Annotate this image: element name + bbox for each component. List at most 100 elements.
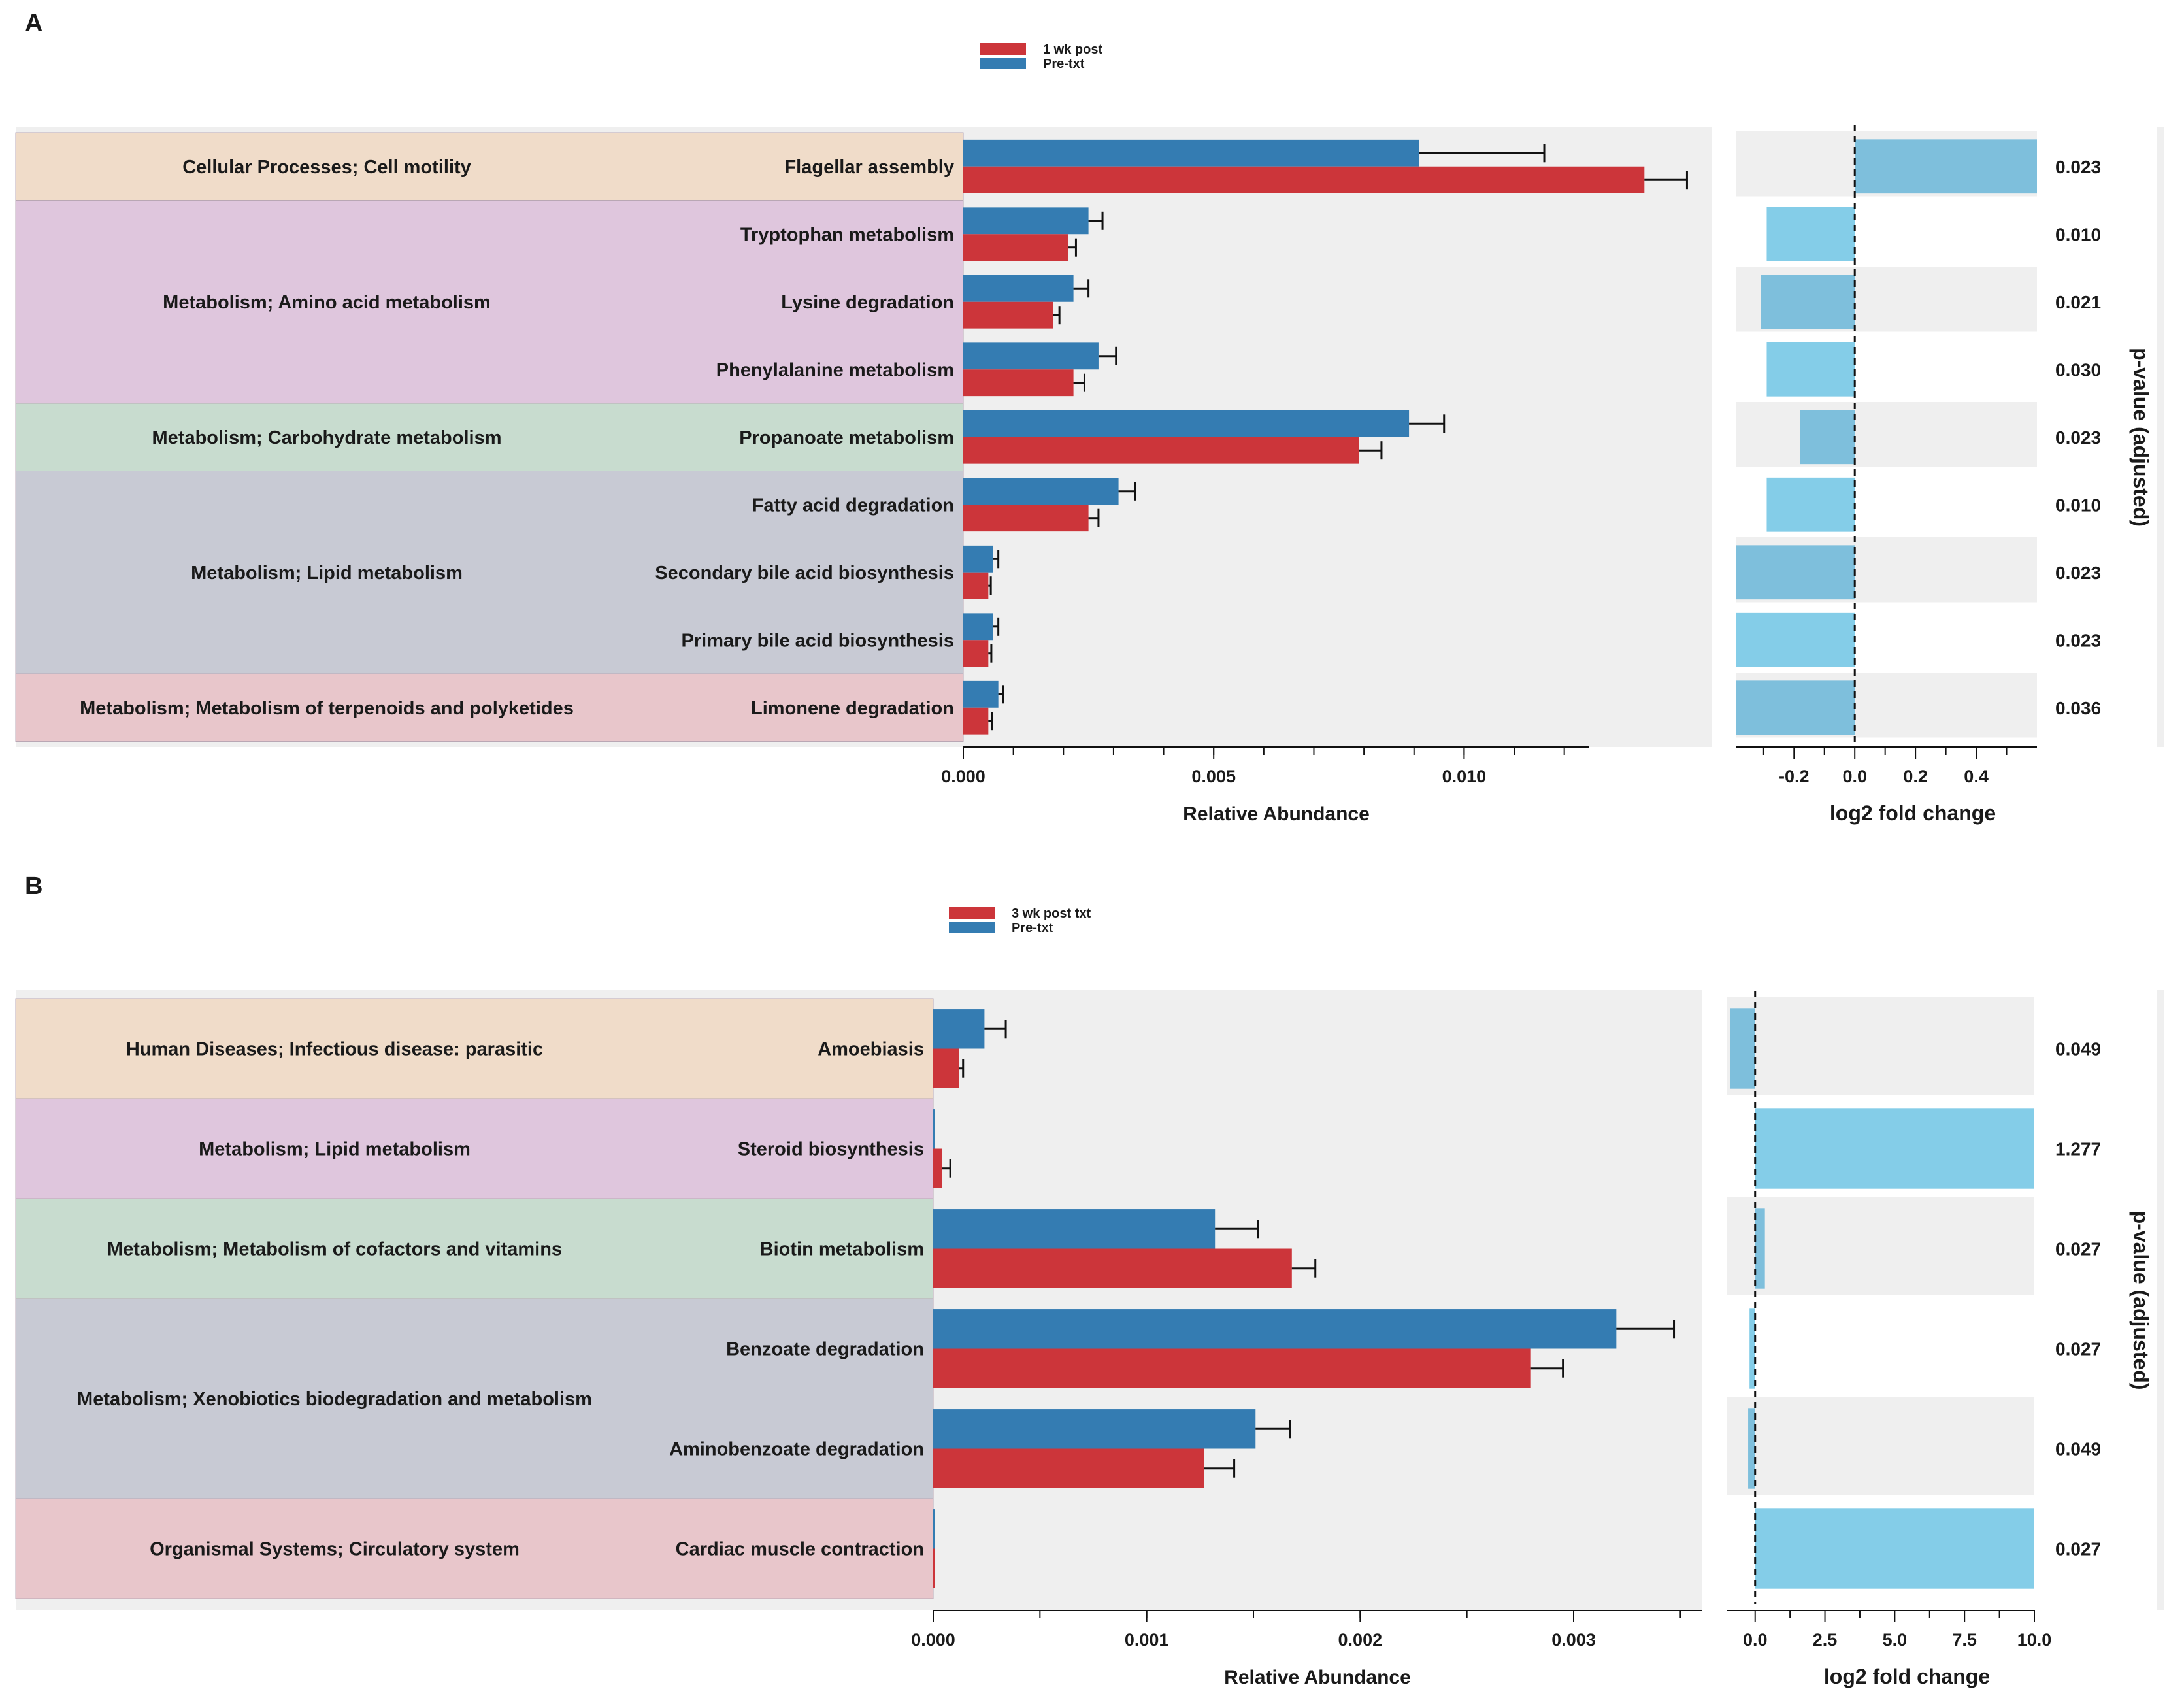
- fold-change-bar: [1755, 1108, 2034, 1189]
- p-value-label: 0.030: [2055, 359, 2101, 380]
- category-label: Metabolism; Xenobiotics biodegradation a…: [77, 1389, 592, 1410]
- row-label: Benzoate degradation: [726, 1339, 924, 1360]
- p-value-label: 0.027: [2055, 1339, 2101, 1359]
- row-label: Limonene degradation: [751, 698, 954, 719]
- bar: [933, 1148, 942, 1188]
- fold-change-bar: [1800, 410, 1855, 465]
- x-tick-label: 0.003: [1551, 1630, 1596, 1650]
- row-label: Phenylalanine metabolism: [716, 359, 954, 380]
- p-value-label: 0.049: [2055, 1439, 2101, 1459]
- legend-swatch: [980, 58, 1026, 69]
- category-label: Metabolism; Amino acid metabolism: [163, 292, 491, 313]
- bar: [933, 1348, 1531, 1388]
- x-tick-label: 0.000: [911, 1630, 955, 1650]
- fold-change-bar: [1766, 342, 1855, 397]
- legend-label: Pre-txt: [1043, 57, 1085, 71]
- x-axis-title: Relative Abundance: [1224, 1667, 1411, 1688]
- panel-label: A: [25, 10, 42, 37]
- fold-change-bar: [1766, 207, 1855, 261]
- bar: [933, 1548, 935, 1588]
- p-value-label: 0.027: [2055, 1239, 2101, 1259]
- row-label: Flagellar assembly: [784, 157, 954, 178]
- bar: [963, 166, 1645, 193]
- bar: [963, 707, 989, 735]
- fold-change-row-background: [1727, 1397, 2034, 1495]
- category-label: Human Diseases; Infectious disease: para…: [126, 1039, 543, 1060]
- x-axis-title: Relative Abundance: [1183, 803, 1370, 825]
- p-value-label: 0.010: [2055, 495, 2101, 515]
- p-value-label: 1.277: [2055, 1139, 2101, 1159]
- fold-change-row-background: [1727, 997, 2034, 1095]
- bar: [963, 275, 1074, 302]
- bar: [963, 207, 1089, 235]
- category-band: [15, 998, 934, 1099]
- p-value-label: 0.010: [2055, 224, 2101, 244]
- fold-change-bar: [1730, 1008, 1755, 1089]
- row-label: Tryptophan metabolism: [740, 224, 954, 245]
- fold-change-bar: [1749, 1308, 1755, 1389]
- legend-label: Pre-txt: [1012, 921, 1053, 935]
- fold-change-tick-label: 7.5: [1952, 1630, 1977, 1650]
- fold-change-tick-label: 2.5: [1813, 1630, 1838, 1650]
- fold-change-bar: [1736, 545, 1855, 600]
- bar: [963, 640, 989, 667]
- bar: [933, 1048, 959, 1088]
- x-tick-label: 0.002: [1338, 1630, 1383, 1650]
- category-band: [15, 132, 964, 201]
- bar: [963, 301, 1053, 329]
- x-tick-label: 0.000: [941, 767, 985, 786]
- bar: [963, 613, 993, 641]
- row-label: Steroid biosynthesis: [738, 1139, 924, 1160]
- category-band: [15, 1298, 934, 1499]
- bar: [963, 680, 999, 708]
- row-label: Propanoate metabolism: [739, 427, 954, 448]
- bar: [963, 139, 1419, 167]
- category-band: [15, 1098, 934, 1199]
- bar: [933, 1009, 985, 1049]
- bar: [933, 1409, 1256, 1449]
- bar: [963, 437, 1359, 464]
- p-value-label: 0.023: [2055, 630, 2101, 650]
- row-label: Fatty acid degradation: [752, 495, 954, 516]
- category-label: Organismal Systems; Circulatory system: [150, 1539, 520, 1560]
- category-label: Metabolism; Lipid metabolism: [191, 563, 463, 584]
- fold-change-row-background: [1727, 1197, 2034, 1295]
- fold-change-row-background: [1736, 402, 2037, 467]
- legend-label: 3 wk post txt: [1012, 907, 1091, 921]
- row-label: Cardiac muscle contraction: [676, 1539, 924, 1560]
- legend-swatch: [949, 922, 995, 933]
- fold-change-axis-title: log2 fold change: [1830, 801, 1996, 825]
- category-label: Metabolism; Lipid metabolism: [199, 1139, 471, 1160]
- x-tick-label: 0.005: [1191, 767, 1236, 786]
- bar: [933, 1448, 1204, 1488]
- p-value-label: 0.036: [2055, 698, 2101, 718]
- legend-label: 1 wk post: [1043, 42, 1102, 57]
- bar: [963, 505, 1089, 532]
- fold-change-bar: [1766, 477, 1855, 532]
- category-label: Cellular Processes; Cell motility: [182, 157, 471, 178]
- bar: [963, 545, 993, 573]
- x-tick-label: 0.010: [1442, 767, 1487, 786]
- p-value-label: 0.023: [2055, 427, 2101, 448]
- bar: [963, 234, 1068, 261]
- category-band: [15, 1198, 934, 1299]
- p-value-axis-title: p-value (adjusted): [2129, 348, 2153, 527]
- bar: [933, 1509, 935, 1549]
- p-value-axis-title: p-value (adjusted): [2129, 1211, 2153, 1390]
- p-value-label: 0.049: [2055, 1039, 2101, 1059]
- bar: [963, 572, 989, 599]
- row-label: Aminobenzoate degradation: [669, 1439, 924, 1460]
- fold-change-tick-label: 0.0: [1842, 767, 1867, 786]
- fold-change-bar: [1755, 1208, 1765, 1289]
- category-band: [15, 471, 964, 674]
- x-tick-label: 0.001: [1125, 1630, 1169, 1650]
- fold-change-tick-label: 0.2: [1903, 767, 1928, 786]
- bar: [933, 1109, 935, 1149]
- legend-swatch: [949, 907, 995, 919]
- category-band: [15, 403, 964, 471]
